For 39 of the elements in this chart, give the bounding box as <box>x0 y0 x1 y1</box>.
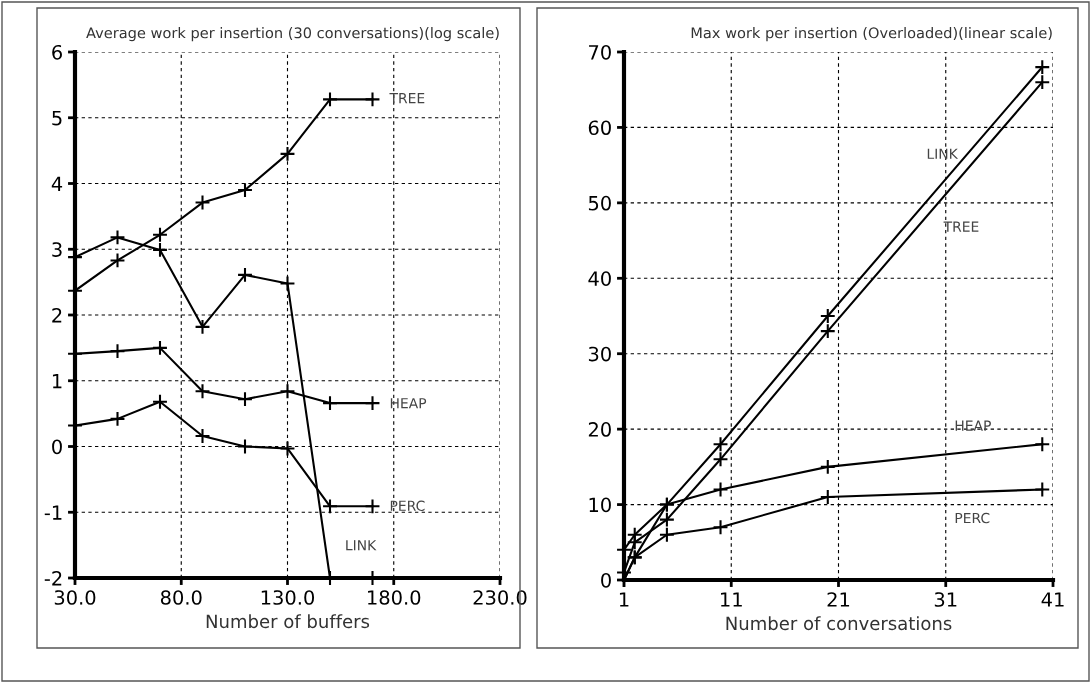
y-tick-label: 4 <box>51 176 63 191</box>
series-label: HEAP <box>390 398 427 409</box>
y-tick-label: 3 <box>52 242 62 257</box>
series-label: LINK <box>346 540 377 551</box>
series-label: TREE <box>943 221 979 232</box>
x-axis-title: Number of conversations <box>726 616 952 631</box>
x-tick-label: 180.0 <box>368 590 421 605</box>
y-tick-label: 50 <box>588 195 611 211</box>
series-label: HEAP <box>955 420 991 431</box>
x-tick-label: 31 <box>934 592 957 607</box>
y-tick-label: 1 <box>52 373 62 389</box>
x-tick-label: 230.0 <box>473 590 527 605</box>
y-tick-label: 20 <box>588 422 611 437</box>
series-label: TREE <box>389 93 425 104</box>
y-tick-label: -1 <box>44 505 62 520</box>
y-tick-label: 40 <box>588 271 611 286</box>
x-axis-title: Number of buffers <box>206 614 370 629</box>
series-label: PERC <box>390 500 425 512</box>
y-tick-label: 0 <box>601 572 611 588</box>
x-tick-label: 1 <box>619 592 629 607</box>
y-tick-label: 5 <box>52 110 62 126</box>
x-tick-label: 80.0 <box>160 590 202 605</box>
x-tick-label: 11 <box>721 592 742 607</box>
x-tick-label: 41 <box>1041 592 1064 607</box>
series-label: LINK <box>927 148 959 159</box>
x-tick-label: 130.0 <box>261 590 315 605</box>
x-tick-label: 21 <box>827 592 850 607</box>
y-tick-label: 70 <box>589 44 611 60</box>
y-tick-label: 6 <box>52 44 62 60</box>
y-tick-label: 10 <box>589 497 611 513</box>
y-tick-label: 2 <box>52 307 62 323</box>
chart-title: Max work per insertion (Overloaded)(linear scale) <box>691 27 1052 42</box>
y-tick-label: 30 <box>588 346 611 362</box>
chart-title: Average work per insertion (30 conversations)(log scale) <box>86 27 499 42</box>
series-label: PERC <box>955 512 990 524</box>
y-tick-label: 60 <box>588 120 611 136</box>
x-tick-label: 30.0 <box>54 590 96 605</box>
y-tick-label: -2 <box>44 570 62 586</box>
y-tick-label: 0 <box>52 439 62 455</box>
